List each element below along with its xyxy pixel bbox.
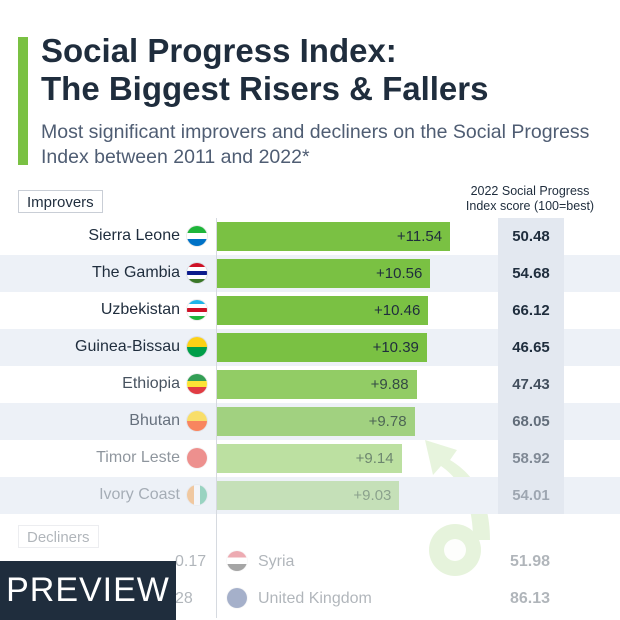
flag-stripe — [187, 232, 207, 240]
score-value: 46.65 — [512, 339, 550, 356]
flag-stripe — [187, 271, 207, 275]
flag-stripe — [187, 380, 207, 388]
score-value: 47.43 — [512, 376, 550, 393]
flag-stripe — [187, 347, 207, 357]
flag-stripe — [187, 421, 207, 431]
score-value: 58.92 — [512, 450, 550, 467]
chart-subtitle: Most significant improvers and decliners… — [41, 121, 590, 168]
sierra-leone-flag-icon — [187, 226, 207, 246]
bar-timor-leste — [217, 444, 402, 473]
flag-stripe — [187, 279, 207, 283]
decliner-value-label: 28 — [175, 590, 193, 607]
bar-value-label: +9.03 — [353, 487, 392, 504]
flag-stripe — [187, 300, 207, 304]
score-value: 50.48 — [512, 228, 550, 245]
country-label: Ivory Coast — [99, 486, 180, 503]
country-label: Bhutan — [129, 412, 180, 429]
bar-value-label: +10.46 — [373, 302, 421, 319]
score-value: 54.01 — [512, 487, 550, 504]
decliner-country-label: United Kingdom — [258, 590, 372, 607]
decliners-section: Decliners 0.17 Syria 51.98 28 United Kingdom… — [0, 505, 620, 620]
bar-ivory-coast — [217, 481, 400, 510]
score-column-header: 2022 Social Progress Index score (100=be… — [455, 184, 605, 214]
decliner-score-value: 51.98 — [510, 553, 551, 570]
country-label: Uzbekistan — [100, 301, 180, 318]
score-cell — [498, 255, 564, 292]
score-header-line-1: 2022 Social Progress — [470, 184, 590, 198]
bar-value-label: +10.56 — [376, 265, 423, 282]
flag-stripe — [200, 485, 207, 505]
flag-stripe — [187, 374, 207, 381]
score-cell — [498, 218, 564, 255]
flag-stripe — [187, 337, 207, 347]
score-value: 54.68 — [512, 265, 550, 282]
bar-value-label: +9.14 — [355, 450, 394, 467]
decliner-value-label: 0.17 — [175, 553, 207, 570]
bhutan-flag-icon — [187, 411, 207, 431]
flag-stripe — [187, 411, 207, 421]
bar-value-label: +10.39 — [372, 339, 419, 356]
flag-stripe — [187, 458, 207, 468]
flag-stripe — [187, 485, 194, 505]
flag-stripe — [187, 387, 207, 394]
timor-leste-flag-icon — [187, 448, 207, 468]
country-label: Timor Leste — [96, 449, 180, 466]
rising-arrow-gear-icon — [425, 440, 490, 576]
improvers-section-label: Improvers — [18, 190, 103, 213]
flag-stripe — [187, 308, 207, 312]
gambia-flag-icon — [187, 263, 207, 283]
flag-stripe — [187, 275, 207, 279]
ivory-coast-flag-icon — [187, 485, 207, 505]
title-accent-bar — [18, 37, 28, 165]
country-label: Ethiopia — [122, 375, 180, 392]
decliners-section-label: Decliners — [18, 525, 99, 548]
score-cell — [498, 366, 564, 403]
chart-title: Social Progress Index: The Biggest Riser… — [41, 32, 611, 108]
score-value: 66.12 — [512, 302, 550, 319]
flag-stripe — [187, 304, 207, 308]
flag-stripe — [193, 485, 201, 505]
flag-stripe — [187, 316, 207, 320]
bar-guinea-bissau — [217, 333, 427, 362]
score-cell — [498, 292, 564, 329]
score-cell — [498, 329, 564, 366]
bar-value-label: +11.54 — [396, 228, 443, 245]
bar-uzbekistan — [217, 296, 429, 325]
bar-sierra-leone — [217, 222, 451, 251]
guinea-bissau-flag-icon — [187, 337, 207, 357]
score-cell — [498, 403, 564, 440]
country-label: Guinea-Bissau — [75, 338, 180, 355]
bar-value-label: +9.88 — [370, 376, 409, 393]
country-label: The Gambia — [91, 264, 180, 281]
flag-stripe — [187, 448, 207, 458]
chart-baseline — [216, 218, 217, 618]
flag-stripe — [187, 263, 207, 267]
flag-stripe — [187, 239, 207, 246]
score-value: 68.05 — [512, 413, 550, 430]
bar-ethiopia — [217, 370, 417, 399]
decliner-country-label: Syria — [258, 553, 295, 570]
decliner-flag-icon — [227, 551, 247, 571]
score-header-line-2: Index score (100=best) — [465, 199, 595, 213]
decliner-flag-icon — [227, 588, 247, 608]
flag-stripe — [187, 226, 207, 233]
score-cell — [498, 477, 564, 514]
title-line-1: Social Progress Index: — [41, 32, 397, 69]
score-cell — [498, 440, 564, 477]
title-line-2: The Biggest Risers & Fallers — [41, 70, 489, 107]
bar-the-gambia — [217, 259, 431, 288]
decliner-score-value: 86.13 — [510, 590, 551, 607]
ethiopia-flag-icon — [187, 374, 207, 394]
flag-stripe — [187, 267, 207, 271]
uzbekistan-flag-icon — [187, 300, 207, 320]
flag-stripe — [187, 312, 207, 316]
country-label: Sierra Leone — [88, 227, 180, 244]
bar-bhutan — [217, 407, 415, 436]
preview-badge: PREVIEW — [0, 561, 176, 620]
bar-value-label: +9.78 — [368, 413, 407, 430]
